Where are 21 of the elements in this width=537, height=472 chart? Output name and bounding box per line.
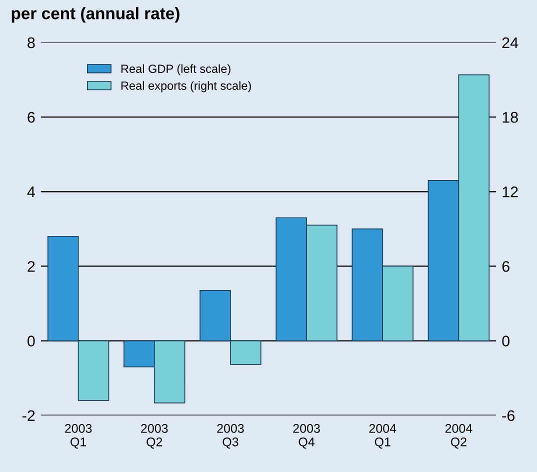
y2-tick-label: 18 — [502, 112, 518, 123]
x-tick-label: 2003 Q4 — [293, 424, 320, 449]
y-tick-label: 0 — [28, 336, 35, 346]
y-tick-label: 6 — [28, 112, 35, 123]
y2-tick-label: 24 — [502, 37, 518, 48]
legend-label: Real GDP (left scale) — [121, 64, 230, 76]
legend-label: Real exports (right scale) — [121, 81, 251, 92]
y2-tick-label: -6 — [502, 410, 514, 422]
y-tick-label: 2 — [28, 261, 35, 272]
y2-tick-label: 12 — [502, 186, 518, 198]
x-tick-label: 2004 Q1 — [369, 424, 396, 449]
y2-tick-label: 0 — [502, 336, 510, 346]
x-tick-label: 2004 Q2 — [445, 424, 472, 449]
x-tick-label: 2003 Q2 — [141, 424, 168, 449]
y-tick-label: 8 — [28, 37, 35, 48]
y-tick-label: 4 — [27, 186, 35, 198]
x-tick-label: 2003 Q1 — [65, 424, 92, 449]
y-tick-label: -2 — [22, 410, 35, 421]
x-tick-label: 2003 Q3 — [217, 424, 244, 449]
y2-tick-label: 6 — [502, 261, 510, 272]
chart-title: per cent (annual rate) — [12, 7, 180, 23]
